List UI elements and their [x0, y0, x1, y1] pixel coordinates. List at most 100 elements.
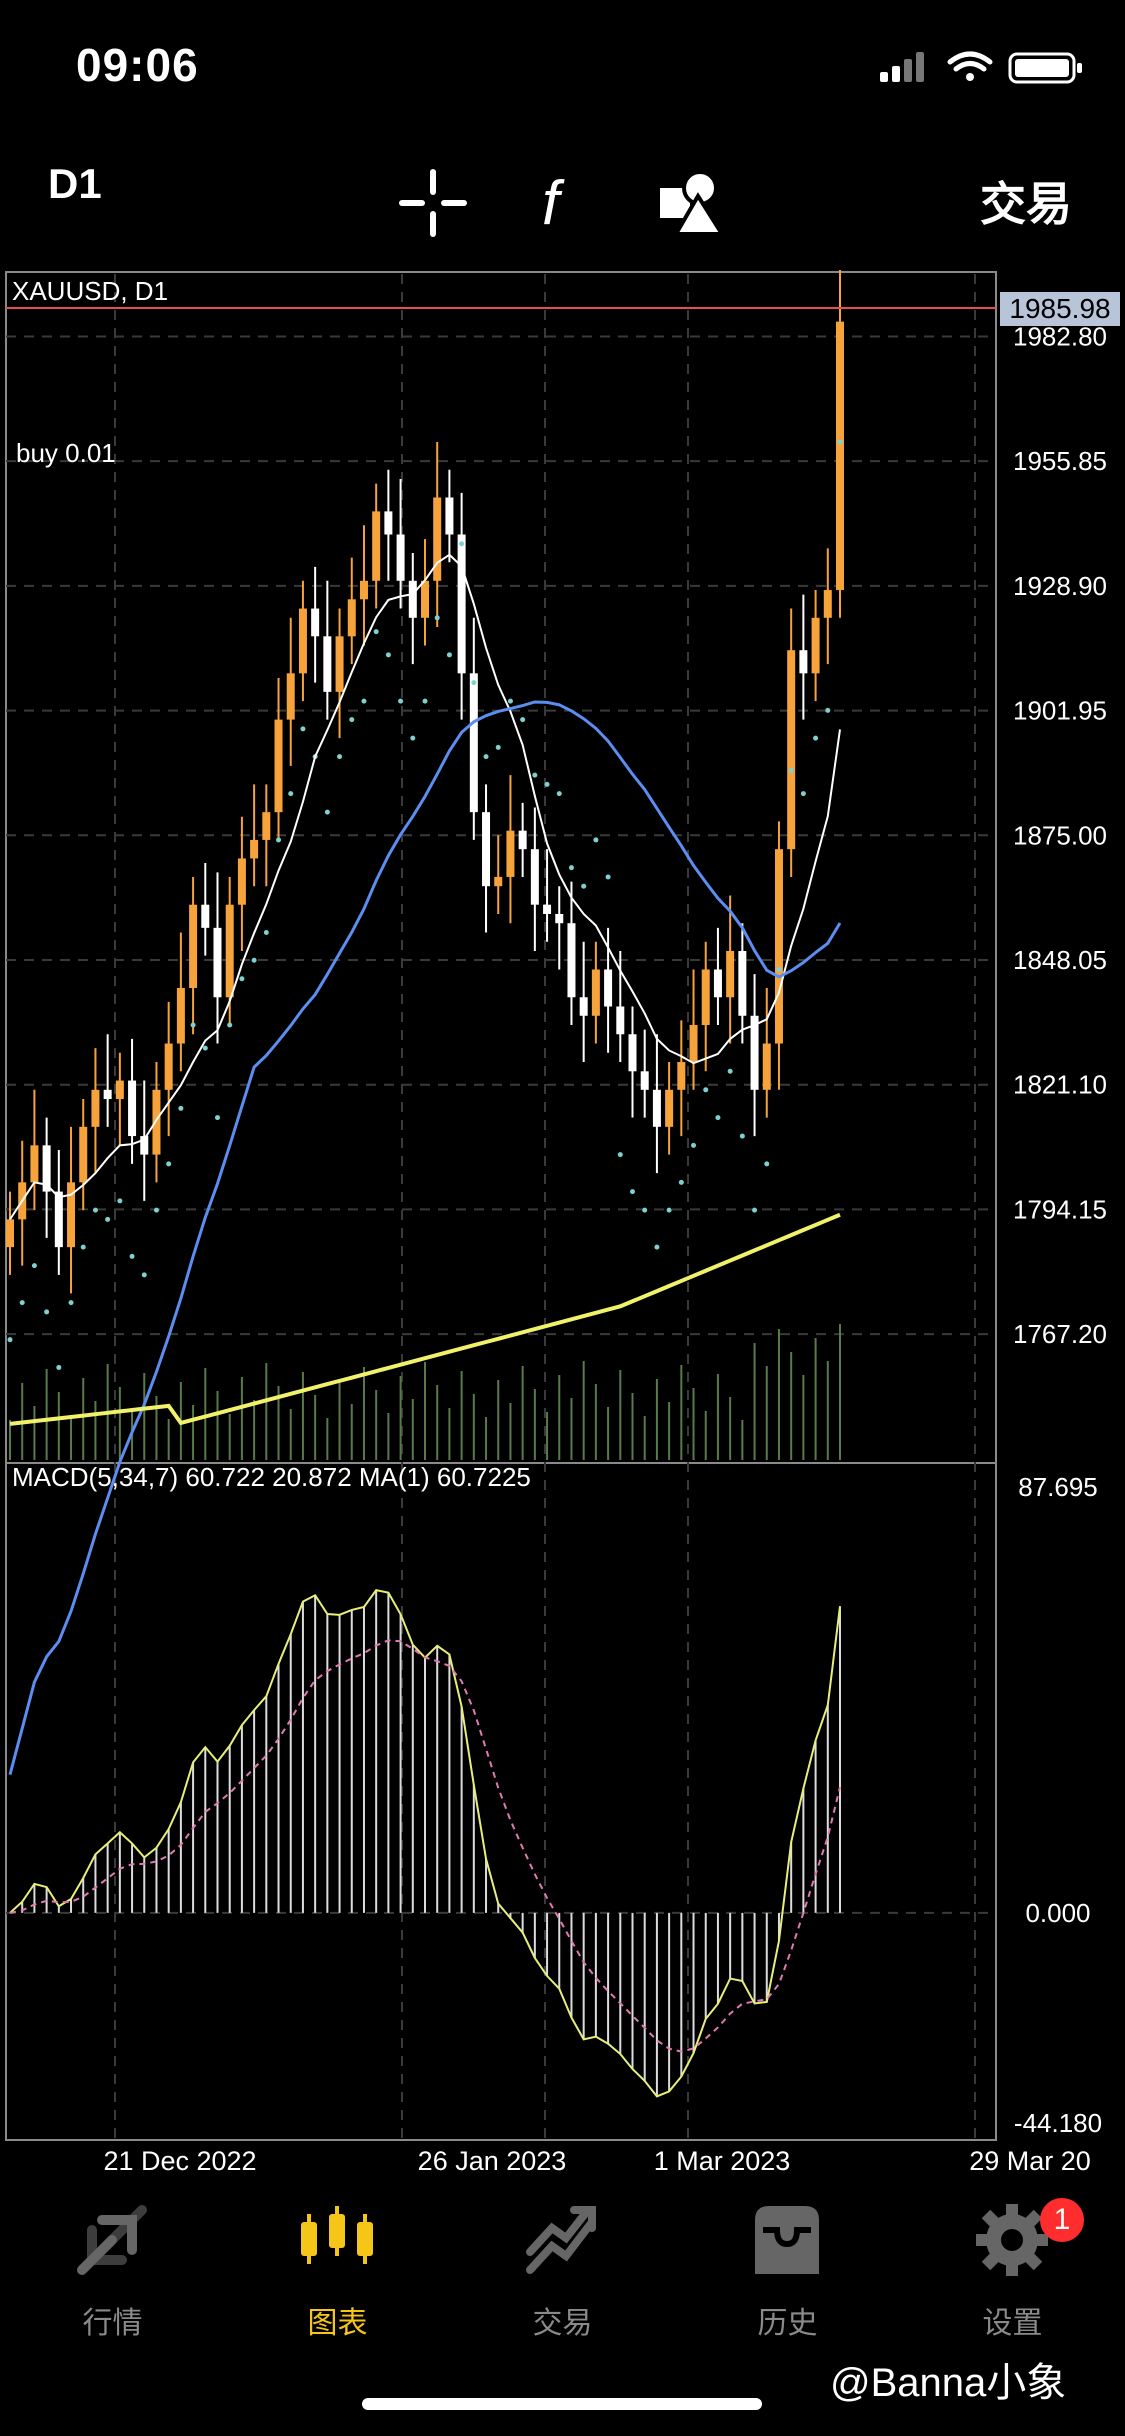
timeframe-button[interactable]: D1	[48, 160, 102, 207]
settings-icon	[976, 2204, 1048, 2276]
candle-body	[237, 858, 246, 905]
sar-dot	[581, 883, 587, 889]
sar-dot	[544, 781, 550, 787]
candle-body	[579, 997, 588, 1016]
grid-lines	[6, 274, 996, 2138]
price-axis-label: 1794.15	[1013, 1194, 1107, 1224]
candle-body	[128, 1080, 137, 1137]
ma-fast-line	[9, 553, 841, 1220]
candle-body	[652, 1089, 661, 1127]
tab-trade-label: 交易	[532, 2307, 593, 2340]
sar-dot	[764, 1161, 770, 1167]
sar-dot	[520, 717, 526, 723]
sar-dot	[642, 1207, 648, 1213]
sar-dot	[654, 1244, 660, 1250]
sar-dot	[288, 791, 294, 797]
price-axis-label: 1982.80	[1013, 321, 1107, 351]
candle-body	[591, 969, 600, 1016]
candle-body	[103, 1089, 112, 1100]
candle-body	[152, 1089, 161, 1155]
sar-dot	[129, 1253, 135, 1259]
price-axis-label: 1901.95	[1013, 696, 1107, 726]
sar-dot	[837, 439, 843, 445]
candle-body	[482, 812, 491, 887]
tab-quotes-label: 行情	[82, 2307, 143, 2340]
sar-dot	[568, 865, 574, 871]
candle-body	[140, 1136, 149, 1155]
macd-axis-label: 0.000	[1025, 1898, 1090, 1928]
sar-dot	[739, 1133, 745, 1139]
candle-body	[738, 950, 747, 1016]
candle-body	[164, 1043, 173, 1090]
macd-histogram	[21, 1590, 841, 2097]
sar-dot	[19, 1300, 25, 1306]
candle-body	[421, 580, 429, 618]
settings-badge: 1	[1040, 2198, 1084, 2242]
candle-body	[628, 1034, 637, 1072]
candle-body	[665, 1089, 674, 1127]
sar-dot	[239, 976, 245, 982]
candle-body	[286, 673, 295, 720]
tab-settings[interactable]: 设置	[900, 2200, 1125, 2360]
sar-dot	[92, 1207, 98, 1213]
candle-body	[567, 923, 576, 998]
tab-chart[interactable]: 图表	[225, 2200, 450, 2360]
candle-body	[408, 580, 417, 618]
sar-dot	[593, 837, 599, 843]
function-icon[interactable]: f	[530, 168, 600, 238]
trade-button[interactable]: 交易	[980, 178, 1072, 230]
candle-body	[726, 950, 735, 998]
home-indicator[interactable]	[362, 2398, 762, 2410]
candle-body	[30, 1145, 39, 1183]
candle-body	[640, 1071, 649, 1090]
tab-trade[interactable]: 交易	[450, 2200, 675, 2360]
tab-quotes[interactable]: 行情	[0, 2200, 225, 2360]
tab-history[interactable]: 历史	[675, 2200, 900, 2360]
sar-dot	[556, 791, 562, 797]
status-time: 09:06	[76, 39, 199, 91]
candle-body	[79, 1126, 88, 1183]
price-axis-label: 1928.90	[1013, 571, 1107, 601]
parabolic-sar	[7, 439, 843, 1370]
candle-body	[518, 830, 527, 850]
sar-dot	[422, 698, 428, 704]
volume-bars	[9, 1324, 841, 1460]
sar-dot	[495, 744, 501, 750]
sar-dot	[459, 541, 465, 547]
sar-dot	[825, 707, 831, 713]
sar-dot	[410, 735, 416, 741]
tab-history-label: 历史	[757, 2307, 818, 2340]
sar-dot	[691, 1142, 697, 1148]
price-axis-label: 1955.85	[1013, 446, 1107, 476]
sar-dot	[324, 809, 330, 815]
sar-dot	[800, 791, 806, 797]
sar-dot	[68, 1300, 74, 1306]
sar-dot	[153, 1207, 159, 1213]
wifi-icon	[947, 51, 993, 81]
sar-dot	[678, 1179, 684, 1185]
sar-dot	[361, 698, 367, 704]
candle-body	[274, 719, 283, 813]
sar-dot	[373, 629, 379, 635]
sar-dot	[215, 1115, 220, 1121]
candle-body	[262, 812, 271, 840]
tab-chart-label: 图表	[307, 2307, 368, 2340]
sar-dot	[715, 1115, 721, 1121]
price-axis-label: 1767.20	[1013, 1319, 1107, 1349]
candle-body	[384, 511, 393, 535]
sar-dot	[56, 1364, 62, 1370]
objects-icon[interactable]	[656, 168, 726, 238]
candle-body	[823, 590, 832, 618]
candle-body	[469, 673, 478, 813]
price-axis-label: 1875.00	[1013, 820, 1107, 850]
sar-dot	[617, 1152, 623, 1158]
crosshair-icon[interactable]	[398, 168, 468, 238]
candle-body	[701, 969, 710, 1026]
macd-axis-label: 87.695	[1018, 1472, 1098, 1502]
price-axis-label: 1821.10	[1013, 1070, 1107, 1100]
sar-dot	[630, 1189, 635, 1195]
macd-axis-label: -44.180	[1014, 2108, 1102, 2138]
sar-dot	[752, 1207, 758, 1213]
price-chart[interactable]: 1985.98 XAUUSD, D1 buy 0.01 1982.80 1955.…	[0, 270, 1125, 2180]
sar-dot	[776, 966, 782, 972]
